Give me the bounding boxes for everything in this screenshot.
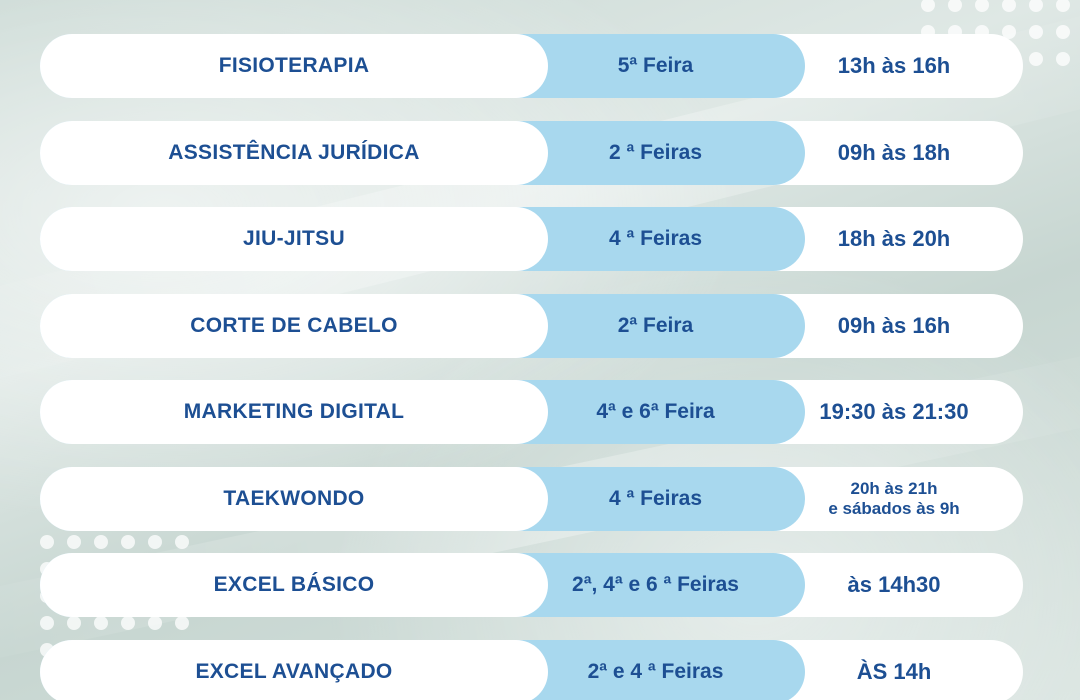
activity-name: CORTE DE CABELO (40, 293, 548, 358)
activity-name: EXCEL BÁSICO (40, 553, 548, 617)
activity-name: JIU-JITSU (40, 207, 548, 271)
schedule-row: às 14h30 2ª, 4ª e 6 ª Feiras EXCEL BÁSIC… (40, 553, 1023, 617)
activity-name: TAEKWONDO (40, 466, 548, 531)
schedule-row: 19:30 às 21:30 4ª e 6ª Feira MARKETING D… (40, 380, 1023, 444)
schedule-row: 13h às 16h 5ª Feira FISIOTERAPIA (40, 34, 1023, 98)
time-line: 20h às 21h (850, 478, 938, 498)
schedule-row: 09h às 16h 2ª Feira CORTE DE CABELO (40, 293, 1023, 358)
activity-name: EXCEL AVANÇADO (40, 639, 548, 700)
schedule-row: 20h às 21h e sábados às 9h 4 ª Feiras TA… (40, 466, 1023, 531)
schedule-list: 13h às 16h 5ª Feira FISIOTERAPIA 09h às … (40, 34, 1023, 700)
activity-name: FISIOTERAPIA (40, 34, 548, 98)
activity-name: ASSISTÊNCIA JURÍDICA (40, 120, 548, 185)
schedule-row: 18h às 20h 4 ª Feiras JIU-JITSU (40, 207, 1023, 271)
time-line: e sábados às 9h (828, 498, 960, 518)
schedule-row: ÀS 14h 2ª e 4 ª Feiras EXCEL AVANÇADO (40, 639, 1023, 700)
activity-name: MARKETING DIGITAL (40, 380, 548, 444)
schedule-row: 09h às 18h 2 ª Feiras ASSISTÊNCIA JURÍDI… (40, 120, 1023, 185)
